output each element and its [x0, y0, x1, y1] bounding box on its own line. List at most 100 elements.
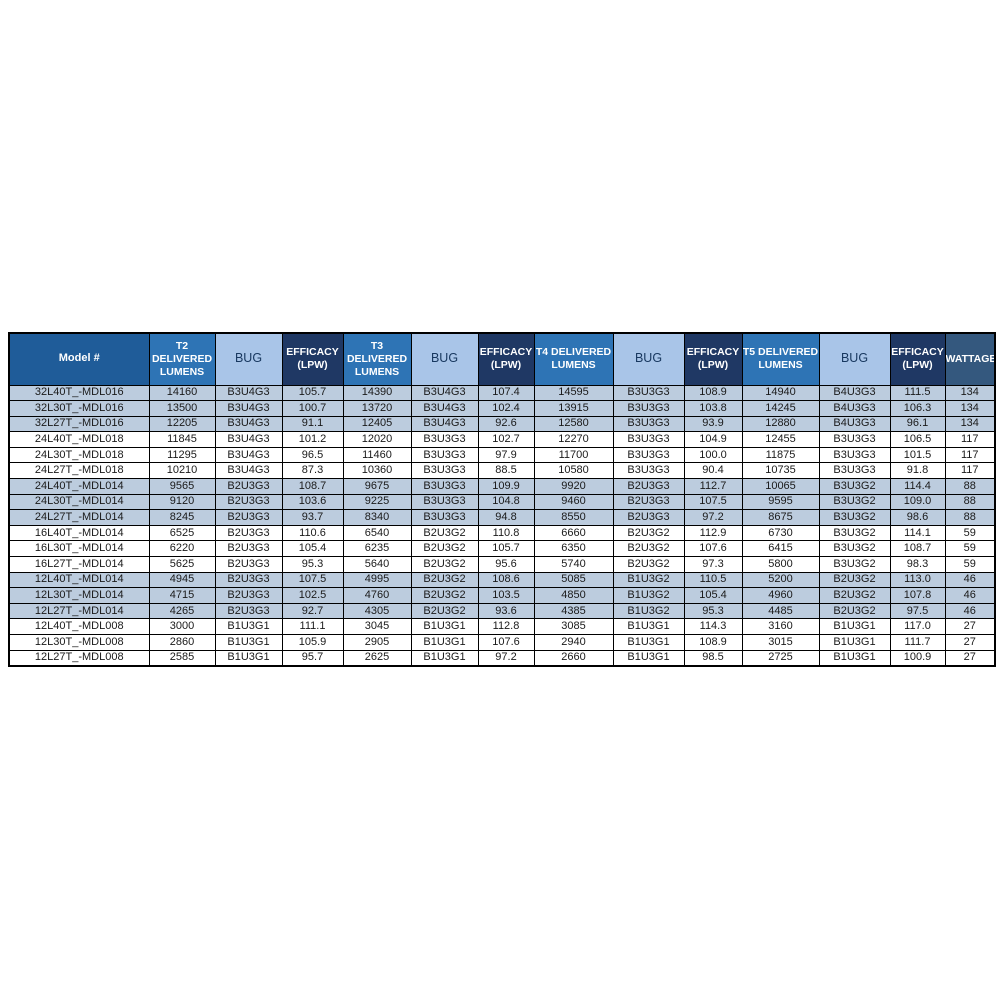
data-cell: B1U3G1: [410, 649, 479, 667]
data-cell: 9460: [533, 493, 614, 511]
data-cell: 8340: [342, 509, 412, 526]
data-cell: 134: [944, 400, 996, 417]
data-cell: 117: [944, 462, 996, 480]
data-cell: 108.7: [281, 478, 344, 495]
table-row: 24L27T_-MDL018 10210 B3U4G3 87.3 10360 B3U3G3…: [8, 462, 996, 480]
data-cell: B3U4G3: [214, 415, 283, 433]
data-cell: 8245: [148, 509, 216, 526]
data-cell: 12270: [533, 431, 614, 448]
data-cell: 9920: [533, 478, 614, 495]
data-cell: 97.2: [683, 509, 743, 526]
table-row: 32L40T_-MDL016 14160 B3U4G3 105.7 14390 B3U4G…: [8, 384, 996, 402]
data-cell: 9675: [342, 478, 412, 495]
col-header-wattage: WATTAGE: [944, 332, 996, 386]
data-cell: B3U3G2: [818, 509, 891, 526]
data-cell: 114.1: [889, 524, 946, 542]
data-cell: 95.3: [683, 602, 743, 620]
model-cell: 24L40T_-MDL014: [8, 478, 150, 495]
data-cell: 5625: [148, 556, 216, 573]
data-cell: B3U4G3: [214, 446, 283, 464]
data-cell: B2U3G2: [410, 540, 479, 558]
data-cell: B2U3G3: [612, 493, 685, 511]
data-cell: B2U3G3: [214, 524, 283, 542]
data-cell: 114.4: [889, 478, 946, 495]
data-cell: 10065: [741, 478, 820, 495]
data-cell: 100.7: [281, 400, 344, 417]
data-cell: B3U3G2: [818, 556, 891, 573]
data-cell: B4U3G3: [818, 400, 891, 417]
data-cell: 11875: [741, 446, 820, 464]
data-cell: B2U3G2: [410, 587, 479, 604]
data-cell: 97.9: [477, 446, 535, 464]
data-cell: 107.4: [477, 384, 535, 402]
data-cell: 14160: [148, 384, 216, 402]
data-cell: 46: [944, 571, 996, 589]
data-cell: B2U3G2: [818, 587, 891, 604]
data-cell: 2940: [533, 634, 614, 651]
data-cell: 100.9: [889, 649, 946, 667]
data-cell: B1U3G1: [612, 634, 685, 651]
model-cell: 32L30T_-MDL016: [8, 400, 150, 417]
data-cell: 91.1: [281, 415, 344, 433]
data-cell: 4385: [533, 602, 614, 620]
data-cell: 88: [944, 493, 996, 511]
col-header-efficacy-t5: EFFICACY (LPW): [889, 332, 946, 386]
data-cell: 2860: [148, 634, 216, 651]
data-cell: B2U3G3: [612, 478, 685, 495]
data-cell: 10580: [533, 462, 614, 480]
page-background: Model # T2 DELIVERED LUMENS BUG EFFICACY…: [8, 332, 996, 667]
data-cell: B2U3G3: [214, 556, 283, 573]
data-cell: B1U3G1: [214, 649, 283, 667]
data-cell: 2725: [741, 649, 820, 667]
col-header-t4-lumens: T4 DELIVERED LUMENS: [533, 332, 614, 386]
data-cell: B2U3G3: [214, 478, 283, 495]
data-cell: B3U4G3: [214, 462, 283, 480]
data-cell: B3U3G3: [612, 415, 685, 433]
data-cell: 14245: [741, 400, 820, 417]
data-cell: B2U3G2: [612, 556, 685, 573]
data-cell: 11295: [148, 446, 216, 464]
col-header-efficacy-t3: EFFICACY (LPW): [477, 332, 535, 386]
data-cell: 5800: [741, 556, 820, 573]
col-header-efficacy-t4: EFFICACY (LPW): [683, 332, 743, 386]
table-row: 12L30T_-MDL008 2860 B1U3G1 105.9 2905 B1U3G1 1…: [8, 634, 996, 651]
model-cell: 12L30T_-MDL014: [8, 587, 150, 604]
data-cell: 13720: [342, 400, 412, 417]
data-cell: 108.9: [683, 384, 743, 402]
data-cell: 105.7: [281, 384, 344, 402]
data-cell: B1U3G1: [818, 649, 891, 667]
data-cell: 117.0: [889, 618, 946, 635]
data-cell: 88: [944, 478, 996, 495]
data-cell: 4960: [741, 587, 820, 604]
data-cell: 96.1: [889, 415, 946, 433]
model-cell: 24L30T_-MDL014: [8, 493, 150, 511]
data-cell: 59: [944, 540, 996, 558]
data-cell: B3U3G3: [818, 446, 891, 464]
data-cell: B3U3G3: [612, 462, 685, 480]
data-cell: B2U3G2: [410, 556, 479, 573]
data-cell: B2U3G2: [612, 540, 685, 558]
data-cell: B3U3G3: [410, 431, 479, 448]
data-cell: 12205: [148, 415, 216, 433]
data-cell: B1U3G2: [612, 587, 685, 604]
data-cell: B3U4G3: [214, 400, 283, 417]
data-cell: 90.4: [683, 462, 743, 480]
table-row: 24L30T_-MDL014 9120 B2U3G3 103.6 9225 B3U3G3 1…: [8, 493, 996, 511]
data-cell: B4U3G3: [818, 384, 891, 402]
table-row: 24L27T_-MDL014 8245 B2U3G3 93.7 8340 B3U3G3 94…: [8, 509, 996, 526]
data-cell: 111.1: [281, 618, 344, 635]
data-cell: B4U3G3: [818, 415, 891, 433]
header-row: Model # T2 DELIVERED LUMENS BUG EFFICACY…: [8, 332, 996, 386]
data-cell: B1U3G1: [214, 634, 283, 651]
data-cell: 134: [944, 384, 996, 402]
data-cell: 9225: [342, 493, 412, 511]
data-cell: 110.8: [477, 524, 535, 542]
data-cell: 109.9: [477, 478, 535, 495]
data-cell: 4305: [342, 602, 412, 620]
data-cell: 88.5: [477, 462, 535, 480]
col-header-efficacy-t2: EFFICACY (LPW): [281, 332, 344, 386]
data-cell: B3U3G3: [410, 478, 479, 495]
model-cell: 24L27T_-MDL014: [8, 509, 150, 526]
data-cell: B2U3G3: [214, 540, 283, 558]
data-cell: 111.7: [889, 634, 946, 651]
